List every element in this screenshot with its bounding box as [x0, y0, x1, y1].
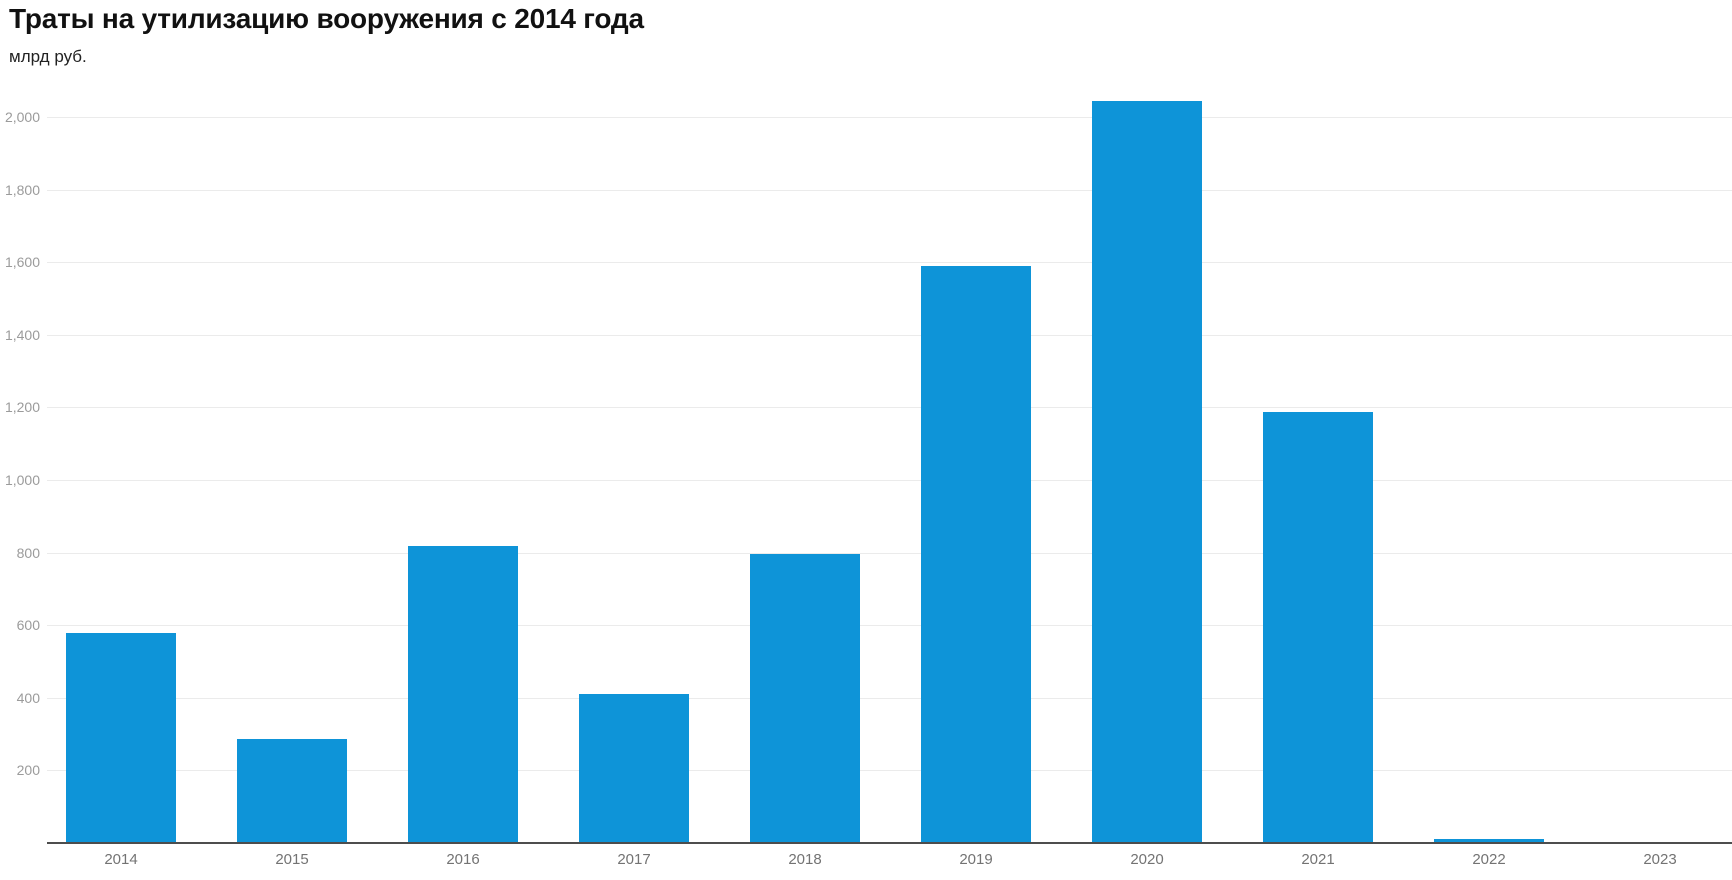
- bar-2019[interactable]: [921, 265, 1031, 843]
- x-axis-label-2019: 2019: [959, 851, 993, 868]
- x-axis-label-2016: 2016: [446, 851, 480, 868]
- chart-title: Траты на утилизацию вооружения с 2014 го…: [9, 3, 644, 34]
- x-axis-label-2014: 2014: [104, 851, 138, 868]
- x-axis-label-2020: 2020: [1130, 851, 1164, 868]
- gridline-1,600: [47, 262, 1732, 264]
- y-axis-tick-label: 600: [16, 617, 40, 634]
- x-axis-label-2022: 2022: [1472, 851, 1506, 868]
- gridline-2,000: [47, 117, 1732, 118]
- bar-2018[interactable]: [750, 553, 860, 843]
- bar-2021[interactable]: [1263, 411, 1373, 843]
- bar-2016[interactable]: [408, 546, 518, 843]
- y-axis-tick-label: 1,800: [4, 181, 40, 198]
- x-axis-label-2015: 2015: [275, 851, 309, 868]
- gridline-800: [47, 552, 1732, 554]
- x-axis-label-2017: 2017: [617, 851, 651, 868]
- chart-unit-label: млрд руб.: [9, 47, 87, 66]
- x-axis-label-2021: 2021: [1301, 851, 1335, 868]
- bar-2014[interactable]: [66, 632, 176, 843]
- gridline-1,200: [47, 407, 1732, 409]
- gridline-1,000: [47, 480, 1732, 481]
- y-axis-tick-label: 1,400: [4, 326, 40, 343]
- x-axis-label-2018: 2018: [788, 851, 822, 868]
- bar-2020[interactable]: [1092, 101, 1202, 843]
- y-axis-tick-label: 1,600: [4, 254, 40, 271]
- x-axis-label-2023: 2023: [1643, 851, 1677, 868]
- gridline-1,800: [47, 189, 1732, 191]
- y-axis-tick-label: 400: [16, 689, 40, 706]
- y-axis-tick-label: 800: [16, 544, 40, 561]
- bar-2015[interactable]: [237, 738, 347, 843]
- y-axis-tick-label: 200: [16, 762, 40, 779]
- gridline-600: [47, 625, 1732, 627]
- bar-2022[interactable]: [1434, 839, 1544, 843]
- y-axis-tick-label: 1,000: [4, 472, 40, 488]
- gridline-400: [47, 697, 1732, 699]
- x-axis-line: [47, 842, 1732, 844]
- bar-2017[interactable]: [579, 693, 689, 843]
- gridline-200: [47, 770, 1732, 772]
- y-axis-tick-label: 1,200: [4, 399, 40, 416]
- gridline-1,400: [47, 334, 1732, 336]
- y-axis-tick-label: 2,000: [4, 109, 40, 125]
